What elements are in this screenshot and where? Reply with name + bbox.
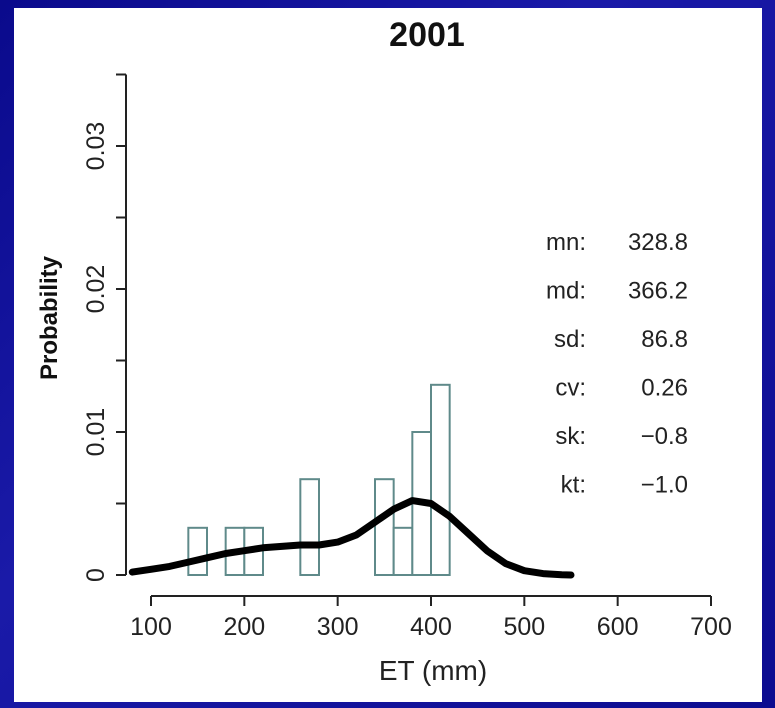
density-curve-group — [128, 497, 575, 579]
y-tick-label: 0.02 — [82, 265, 110, 314]
stat-value: 366.2 — [628, 278, 688, 305]
y-tick-label: 0.03 — [82, 122, 110, 171]
histogram-bar — [430, 383, 451, 576]
stat-label: kt: — [561, 472, 586, 499]
stat-value: 328.8 — [628, 229, 688, 256]
stat-value: −1.0 — [641, 472, 688, 499]
x-tick-label: 200 — [223, 613, 265, 641]
stat-value: 86.8 — [641, 326, 688, 353]
y-tick-label: 0 — [82, 568, 110, 582]
x-tick-label: 300 — [317, 613, 359, 641]
chart-title: 2001 — [389, 16, 465, 54]
histogram-bar — [187, 526, 208, 576]
histogram-bar — [392, 526, 414, 576]
x-tick-label: 700 — [690, 613, 732, 641]
stat-label: sk: — [555, 423, 586, 450]
stat-label: mn: — [546, 229, 586, 256]
x-tick-label: 400 — [410, 613, 452, 641]
histogram-bar — [374, 478, 395, 576]
stat-label: sd: — [554, 326, 586, 353]
x-axis-label: ET (mm) — [379, 655, 487, 686]
density-curve — [128, 497, 575, 579]
x-tick-label: 100 — [130, 613, 172, 641]
stat-label: md: — [546, 278, 586, 305]
stat-value: 0.26 — [641, 375, 688, 402]
histogram-bar — [299, 478, 321, 576]
x-tick-label: 600 — [597, 613, 639, 641]
y-tick-label: 0.01 — [82, 408, 110, 457]
y-axis: 0 0.01 0.02 0.03 — [82, 73, 127, 582]
x-tick-label: 500 — [503, 613, 545, 641]
stat-value: −0.8 — [641, 423, 688, 450]
y-axis-label: Probability — [36, 255, 63, 380]
chart-panel: 2001 100 200 300 400 500 600 700 0 0.01 0.02 0.03… — [14, 8, 762, 702]
x-axis: 100 200 300 400 500 600 700 — [130, 595, 732, 641]
histogram-chart: 2001 100 200 300 400 500 600 700 0 0.01 0.02 0.03… — [36, 16, 732, 686]
summary-stats: mn: 328.8 md: 366.2 sd: 86.8 cv: 0.26 sk: −0.8 kt:… — [546, 229, 688, 499]
stat-label: cv: — [555, 375, 586, 402]
